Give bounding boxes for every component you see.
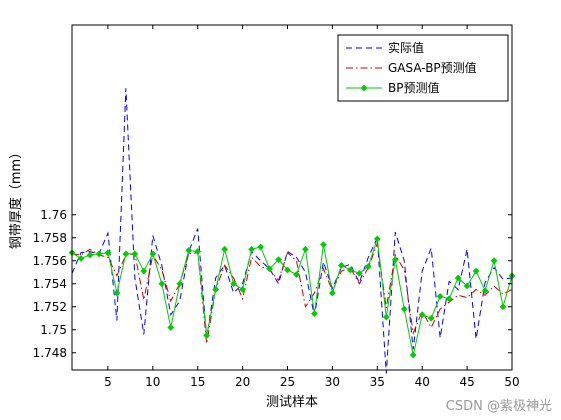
- y-tick-label: 1.75: [40, 323, 67, 337]
- x-axis-title: 测试样本: [266, 395, 318, 410]
- x-tick-label: 10: [145, 375, 160, 389]
- data-point: [176, 280, 184, 288]
- series-line-2: [71, 243, 513, 344]
- x-tick-label: 45: [459, 375, 474, 389]
- legend-label: BP预测值: [388, 80, 439, 95]
- x-tick-label: 20: [235, 375, 250, 389]
- legend-marker: [360, 84, 368, 92]
- watermark-text: CSDN @紫极神光: [446, 399, 552, 414]
- y-tick-label: 1.76: [40, 208, 67, 222]
- data-point: [409, 351, 417, 359]
- y-axis-title: 钢带厚度（mm）: [8, 146, 24, 249]
- x-tick-label: 40: [415, 375, 430, 389]
- x-tick-label: 50: [504, 375, 519, 389]
- x-axis: 5 10 15 20 25 30 35 40 45 50: [104, 25, 520, 389]
- data-point: [302, 245, 309, 253]
- series-line-1: [71, 88, 513, 374]
- series-line-3: [71, 238, 513, 356]
- data-point: [113, 289, 121, 297]
- data-point: [320, 241, 327, 249]
- y-tick-label: 1.754: [33, 277, 67, 291]
- data-point: [382, 313, 390, 321]
- data-point: [149, 250, 157, 258]
- data-point: [140, 267, 148, 275]
- series-group-1: [71, 88, 513, 374]
- y-tick-label: 1.756: [33, 254, 67, 268]
- y-tick-label: 1.748: [33, 346, 67, 360]
- data-point: [463, 282, 471, 290]
- data-point: [77, 255, 85, 262]
- data-point: [490, 257, 498, 265]
- data-point: [472, 267, 480, 275]
- data-point: [329, 289, 336, 297]
- data-point: [454, 274, 462, 282]
- data-point: [194, 248, 202, 255]
- data-point: [248, 245, 255, 253]
- x-tick-label: 35: [370, 375, 385, 389]
- data-point: [257, 243, 264, 251]
- data-point: [481, 287, 489, 295]
- plot-frame: [71, 24, 513, 371]
- data-point: [86, 251, 94, 259]
- data-point: [131, 250, 139, 258]
- legend: 实际值 GASA-BP预测值 BP预测值: [337, 34, 509, 102]
- data-point: [95, 250, 103, 258]
- data-point: [239, 286, 246, 293]
- data-point: [347, 266, 354, 274]
- data-point: [104, 249, 112, 257]
- y-axis: 1.748 1.75 1.752 1.754 1.756 1.758 1.76: [33, 208, 512, 360]
- x-tick-label: 30: [325, 375, 340, 389]
- series-group-3: [68, 235, 516, 359]
- data-point: [266, 265, 273, 273]
- series-layer: [68, 88, 516, 374]
- data-point: [418, 311, 426, 319]
- data-point: [355, 270, 363, 277]
- x-tick-label: 15: [190, 375, 205, 389]
- data-point: [436, 293, 444, 300]
- data-point: [311, 310, 318, 318]
- data-point: [203, 332, 211, 339]
- data-point: [427, 314, 435, 322]
- y-tick-label: 1.758: [33, 231, 67, 245]
- data-point: [275, 256, 282, 263]
- legend-label: GASA-BP预测值: [388, 60, 477, 75]
- data-point: [364, 263, 372, 270]
- data-point: [167, 324, 175, 331]
- y-tick-label: 1.752: [33, 300, 67, 314]
- data-point: [445, 295, 453, 303]
- data-point: [499, 303, 507, 311]
- series-group-2: [71, 243, 513, 344]
- x-tick-label: 5: [104, 375, 112, 389]
- data-point: [293, 271, 300, 278]
- data-point: [230, 280, 237, 288]
- x-tick-label: 25: [280, 375, 295, 389]
- data-point: [373, 235, 381, 243]
- data-point: [338, 261, 345, 269]
- legend-label: 实际值: [388, 40, 424, 55]
- data-point: [212, 286, 220, 293]
- data-point: [158, 280, 166, 288]
- data-point: [391, 256, 399, 263]
- data-point: [185, 247, 193, 254]
- data-point: [400, 305, 408, 313]
- data-point: [221, 245, 229, 253]
- data-point: [122, 250, 130, 258]
- data-point: [284, 266, 291, 274]
